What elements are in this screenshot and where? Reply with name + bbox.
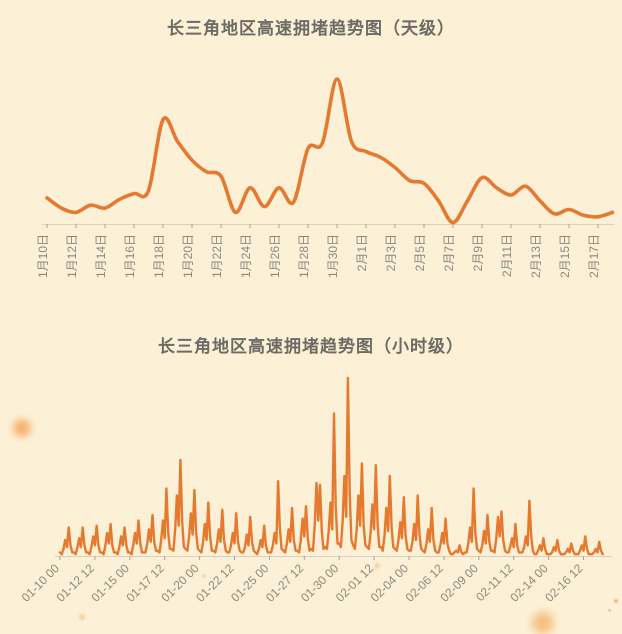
chart-svg: 1月10日 1月12日 1月14日 1月16日 1月18日 1月20日 1月22日 1月24日…: [36, 77, 615, 278]
x-axis-tick-label: 1月14日: [94, 234, 108, 278]
x-axis-tick-label: 1月26日: [268, 234, 282, 278]
x-axis-tick-label: 1月10日: [36, 234, 50, 278]
hourly-trend-line-chart[interactable]: 01-10 00 01-12 12 01-15 00 01-17 12 01-20 00…: [0, 365, 622, 628]
x-axis-tick-label: 2月11日: [500, 234, 514, 277]
daily-trend-line-chart[interactable]: 1月10日 1月12日 1月14日 1月16日 1月18日 1月20日 1月22日 1月24日…: [0, 50, 622, 302]
hourly-trend-line: [58, 376, 604, 556]
x-axis-tick-label: 2月17日: [587, 234, 601, 278]
x-axis-tick-label: 1月28日: [297, 234, 311, 278]
x-axis-tick-label: 02-16 12: [542, 561, 586, 605]
x-axis-tick-label: 1月24日: [239, 234, 253, 278]
x-axis-tick-label: 2月15日: [558, 234, 572, 278]
daily-chart-title: 长三角地区高速拥堵趋势图（天级）: [167, 19, 455, 38]
x-axis-tick-label: 2月3日: [384, 234, 398, 271]
x-axis-tick-label: 1月18日: [152, 234, 166, 278]
x-axis-tick-label: 1月22日: [210, 234, 224, 278]
x-axis-tick-label: 2月7日: [442, 234, 456, 271]
x-axis-tick-label: 02-09 00: [438, 561, 482, 605]
x-axis-tick-label: 1月12日: [65, 234, 79, 278]
x-axis-tick-label: 1月30日: [326, 234, 340, 278]
hourly-chart-title: 长三角地区高速拥堵趋势图（小时级）: [158, 337, 464, 356]
x-axis-tick-label: 2月5日: [413, 234, 427, 271]
x-axis-tick-label: 1月16日: [123, 234, 137, 278]
x-axis-tick-label: 2月1日: [355, 234, 369, 271]
x-axis-tick-label: 2月9日: [471, 234, 485, 271]
daily-trend-line: [45, 77, 615, 225]
x-axis-tick-label: 1月20日: [181, 234, 195, 278]
x-axis-tick-label: 2月13日: [529, 234, 543, 278]
